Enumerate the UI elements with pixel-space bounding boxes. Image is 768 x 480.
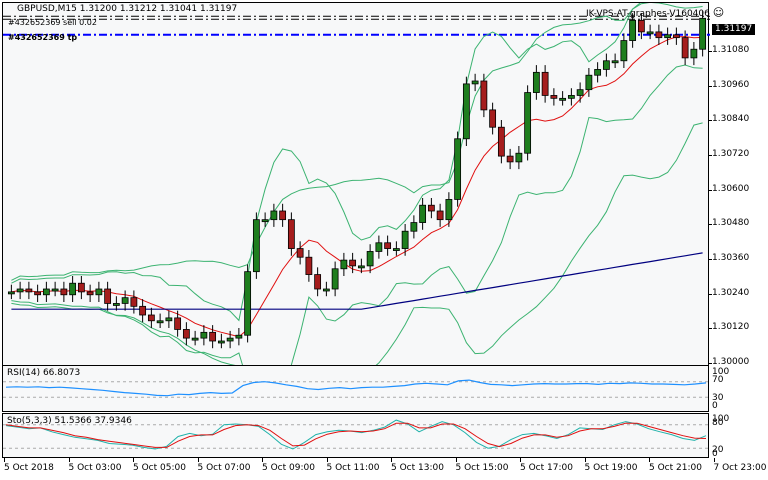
time-label: 5 Oct 15:00 <box>455 463 509 473</box>
price-tick: 1.30720 <box>712 149 750 160</box>
rsi-level-30: 30 <box>712 393 724 403</box>
price-tick: 1.30480 <box>712 218 750 229</box>
price-tick: 1.30840 <box>712 114 750 125</box>
rsi-label: RSI(14) 66.8073 <box>7 368 81 378</box>
sto-level-100: 100 <box>712 414 730 424</box>
price-tick: 1.30600 <box>712 183 750 194</box>
price-tick: 1.30960 <box>712 79 750 90</box>
order-tp-label[interactable]: #432652369 tp <box>8 33 78 42</box>
stochastic-pane[interactable]: Sto(5,3,3) 51.5366 37.9346 <box>2 413 710 458</box>
stochastic-plot <box>3 419 710 450</box>
price-tick: 1.31080 <box>712 45 750 56</box>
time-label: 5 Oct 09:00 <box>262 463 315 473</box>
current-price-tag: 1.31197 <box>712 24 756 35</box>
sto-level-80: 80 <box>712 418 724 428</box>
expert-advisor-label: IK-VPS-AT-graphes-V160406 ☺ <box>586 6 724 19</box>
time-label: 5 Oct 11:00 <box>326 463 380 473</box>
time-label: 7 Oct 23:00 <box>713 463 767 473</box>
sto-level-20: 20 <box>712 445 724 455</box>
rsi-level-0: 0 <box>712 401 718 411</box>
time-label: 5 Oct 19:00 <box>584 463 638 473</box>
time-label: 5 Oct 05:00 <box>133 463 186 473</box>
price-tick: 1.30000 <box>712 357 750 368</box>
rsi-pane[interactable]: RSI(14) 66.8073 <box>2 365 710 412</box>
stochastic-label: Sto(5,3,3) 51.5366 37.9346 <box>7 416 132 426</box>
time-label: 5 Oct 17:00 <box>520 463 573 473</box>
time-label: 5 Oct 03:00 <box>68 463 122 473</box>
symbol-info: GBPUSD,M15 1.31200 1.31212 1.31041 1.311… <box>17 4 238 14</box>
order-sell-label[interactable]: #432652369 sell 0.02 <box>8 18 97 27</box>
rsi-level-100: 100 <box>712 367 730 377</box>
sto-level-0: 0 <box>712 449 718 459</box>
price-tick: 1.30360 <box>712 253 750 264</box>
candlestick-plot <box>3 3 710 367</box>
time-label: 5 Oct 13:00 <box>391 463 444 473</box>
price-tick: 1.30120 <box>712 322 750 333</box>
ea-name: IK-VPS-AT-graphes-V160406 <box>586 9 710 19</box>
smiley-icon[interactable]: ☺ <box>712 6 725 19</box>
time-label: 5 Oct 2018 <box>4 463 54 473</box>
rsi-plot <box>3 379 710 398</box>
time-label: 5 Oct 21:00 <box>649 463 702 473</box>
rsi-level-70: 70 <box>712 375 724 385</box>
main-price-chart[interactable]: GBPUSD,M15 1.31200 1.31212 1.31041 1.311… <box>2 2 724 367</box>
time-label: 5 Oct 07:00 <box>197 463 251 473</box>
price-tick: 1.30240 <box>712 287 750 298</box>
